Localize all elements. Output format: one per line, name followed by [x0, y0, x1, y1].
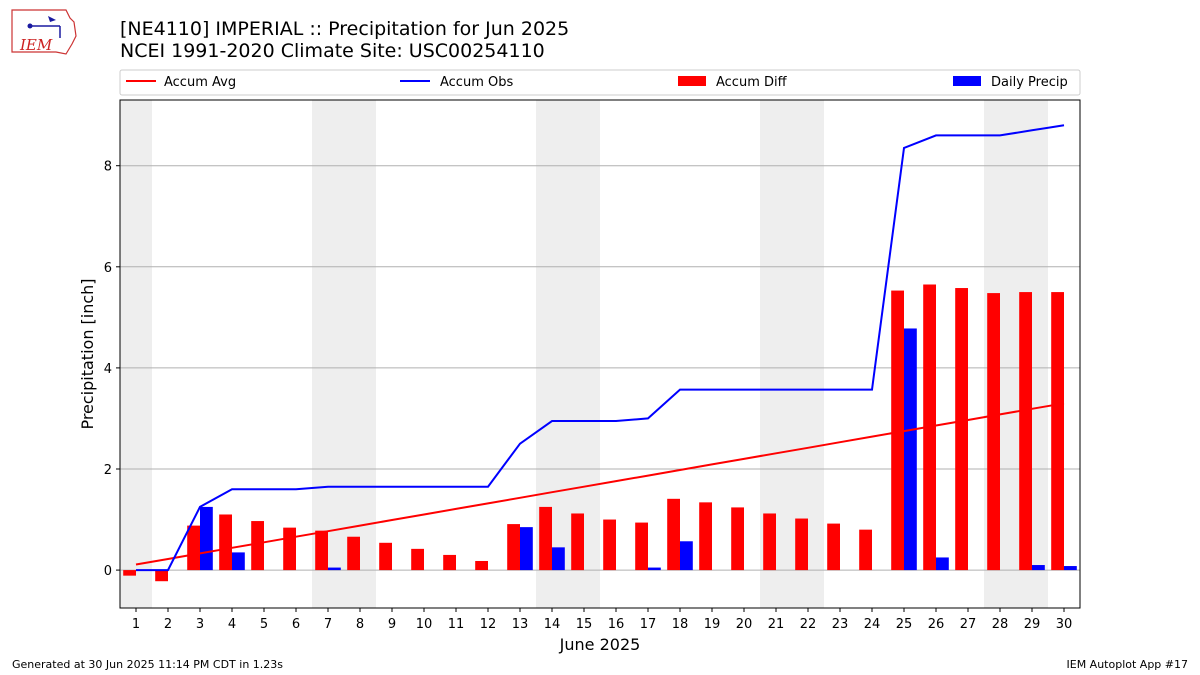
- bar-accum-diff-day-21: [763, 513, 776, 571]
- x-tick-label-28: 28: [992, 617, 1009, 632]
- footer-generated-text: Generated at 30 Jun 2025 11:14 PM CDT in…: [12, 658, 284, 671]
- y-tick-label-0: 0: [104, 564, 112, 579]
- x-tick-label-2: 2: [164, 617, 172, 632]
- legend-label-accum-avg: Accum Avg: [164, 75, 236, 90]
- x-tick-label-24: 24: [864, 617, 881, 632]
- x-tick-label-26: 26: [928, 617, 945, 632]
- legend-swatch-daily-precip: [953, 76, 981, 86]
- x-tick-label-14: 14: [544, 617, 561, 632]
- bar-accum-diff-day-10: [411, 548, 424, 571]
- y-axis-label: Precipitation [inch]: [78, 278, 97, 429]
- bar-accum-diff-day-24: [859, 529, 872, 571]
- x-tick-label-9: 9: [388, 617, 396, 632]
- bar-daily-precip-day-29: [1032, 565, 1045, 571]
- x-tick-label-3: 3: [196, 617, 204, 632]
- bar-accum-diff-day-8: [347, 536, 360, 571]
- x-tick-label-16: 16: [608, 617, 625, 632]
- x-tick-label-30: 30: [1056, 617, 1073, 632]
- y-tick-label-4: 4: [104, 362, 112, 377]
- x-tick-label-29: 29: [1024, 617, 1041, 632]
- bar-accum-diff-day-3: [187, 525, 200, 571]
- x-tick-label-27: 27: [960, 617, 977, 632]
- x-tick-label-25: 25: [896, 617, 913, 632]
- legend-swatch-accum-diff: [678, 76, 706, 86]
- legend-label-accum-diff: Accum Diff: [716, 75, 788, 90]
- x-tick-label-5: 5: [260, 617, 268, 632]
- bar-accum-diff-day-15: [571, 513, 584, 571]
- x-tick-label-18: 18: [672, 617, 689, 632]
- bar-accum-diff-day-23: [827, 523, 840, 571]
- x-tick-label-19: 19: [704, 617, 721, 632]
- bar-daily-precip-day-17: [648, 567, 661, 571]
- x-tick-label-8: 8: [356, 617, 364, 632]
- x-tick-label-20: 20: [736, 617, 753, 632]
- legend-label-daily-precip: Daily Precip: [991, 75, 1068, 90]
- x-tick-label-1: 1: [132, 617, 140, 632]
- bar-accum-diff-day-30: [1051, 292, 1064, 571]
- bar-daily-precip-day-30: [1064, 566, 1077, 571]
- bar-daily-precip-day-4: [232, 552, 245, 571]
- y-tick-label-8: 8: [104, 160, 112, 175]
- x-tick-label-7: 7: [324, 617, 332, 632]
- x-tick-label-10: 10: [416, 617, 433, 632]
- bar-accum-diff-day-1: [123, 570, 136, 576]
- bar-accum-diff-day-4: [219, 514, 232, 571]
- x-tick-label-12: 12: [480, 617, 497, 632]
- bar-daily-precip-day-14: [552, 547, 565, 571]
- x-axis-label: June 2025: [559, 635, 641, 654]
- bar-daily-precip-day-25: [904, 328, 917, 571]
- bar-accum-diff-day-9: [379, 542, 392, 571]
- line-accum-obs: [136, 124, 1065, 572]
- bar-daily-precip-day-26: [936, 557, 949, 571]
- bar-accum-diff-day-20: [731, 507, 744, 571]
- bar-accum-diff-day-17: [635, 522, 648, 571]
- chart-title-line1: [NE4110] IMPERIAL :: Precipitation for J…: [120, 18, 569, 40]
- bar-daily-precip-day-3: [200, 506, 213, 571]
- bar-accum-diff-day-12: [475, 560, 488, 571]
- x-tick-label-23: 23: [832, 617, 849, 632]
- bar-accum-diff-day-6: [283, 527, 296, 571]
- bar-accum-diff-day-2: [155, 570, 168, 582]
- bar-accum-diff-day-25: [891, 290, 904, 571]
- bar-accum-diff-day-28: [987, 293, 1000, 571]
- iem-logo-text: IEM: [19, 36, 53, 54]
- x-tick-label-17: 17: [640, 617, 657, 632]
- bar-accum-diff-day-13: [507, 524, 520, 571]
- bar-accum-diff-day-16: [603, 519, 616, 571]
- y-tick-label-6: 6: [104, 261, 112, 276]
- weekend-shade-day-8: [344, 100, 376, 608]
- bar-daily-precip-day-7: [328, 567, 341, 571]
- x-tick-label-6: 6: [292, 617, 300, 632]
- line-accum-avg: [135, 402, 1065, 566]
- y-tick-label-2: 2: [104, 463, 112, 478]
- bar-accum-diff-day-29: [1019, 292, 1032, 571]
- weekend-shade-day-7: [312, 100, 344, 608]
- x-tick-label-4: 4: [228, 617, 236, 632]
- bar-accum-diff-day-22: [795, 518, 808, 571]
- iem-logo: IEM: [11, 9, 77, 55]
- legend-label-accum-obs: Accum Obs: [440, 75, 513, 90]
- bar-accum-diff-day-18: [667, 498, 680, 571]
- bar-accum-diff-day-14: [539, 506, 552, 571]
- x-tick-label-15: 15: [576, 617, 593, 632]
- bar-accum-diff-day-27: [955, 288, 968, 571]
- legend: Accum Avg Accum Obs Accum Diff Daily Pre…: [119, 69, 1081, 96]
- chart-title-line2: NCEI 1991-2020 Climate Site: USC00254110: [120, 40, 545, 62]
- x-tick-label-11: 11: [448, 617, 465, 632]
- x-tick-label-13: 13: [512, 617, 529, 632]
- bar-daily-precip-day-13: [520, 527, 533, 571]
- x-tick-label-21: 21: [768, 617, 785, 632]
- bar-accum-diff-day-7: [315, 530, 328, 571]
- bar-accum-diff-day-11: [443, 554, 456, 571]
- bar-daily-precip-day-18: [680, 541, 693, 571]
- weekend-shade-day-1: [120, 100, 152, 608]
- bar-accum-diff-day-5: [251, 521, 264, 571]
- footer-app-text: IEM Autoplot App #17: [1066, 658, 1189, 671]
- plot-frame: [119, 99, 1081, 609]
- x-tick-label-22: 22: [800, 617, 817, 632]
- bar-accum-diff-day-19: [699, 502, 712, 571]
